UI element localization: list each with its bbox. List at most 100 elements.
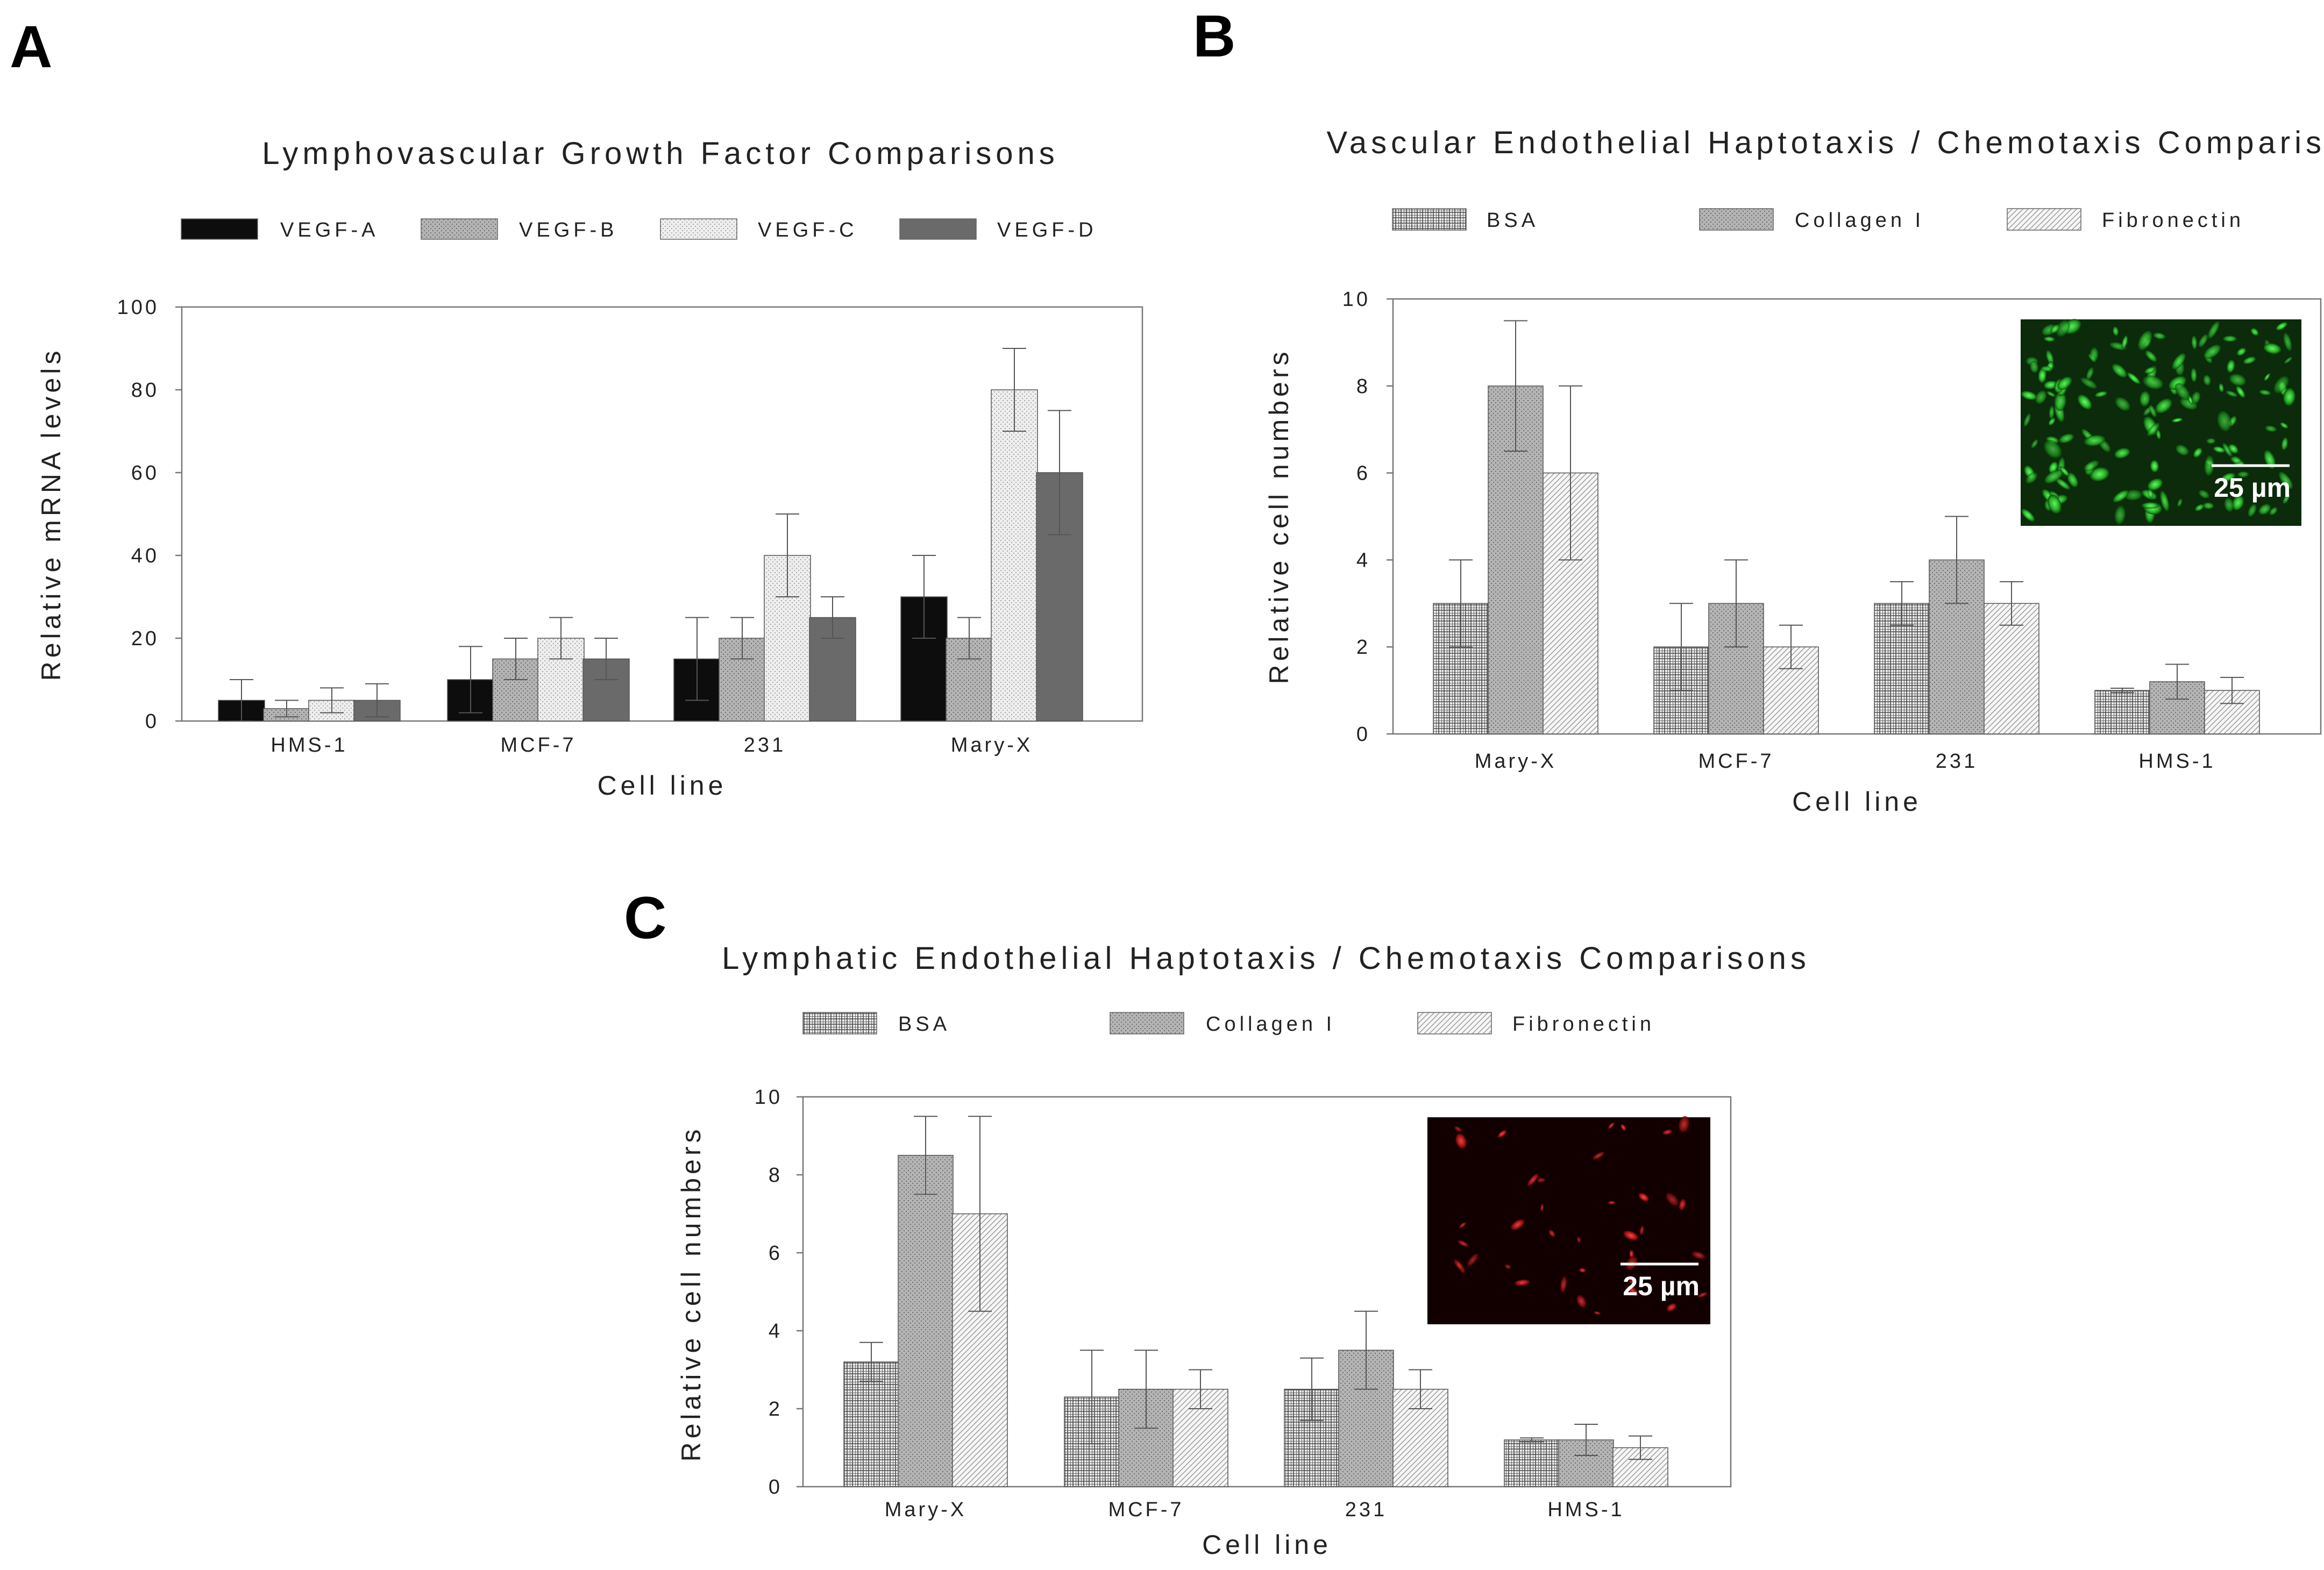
error-bar-b-hms-1-collagen-i [2165, 663, 2189, 700]
error-bar-c-hms-1-fibronectin [1629, 1435, 1652, 1460]
legend-swatch-c-collagen-i [1110, 1012, 1184, 1034]
micrograph-inset-c: 25 µm [1427, 1116, 1710, 1324]
legend-label-a-vegf-b: VEGF-B [519, 219, 617, 241]
bar-c-hms-1-bsa [1504, 1439, 1560, 1487]
x-tick-label-b-hms-1: HMS-1 [2138, 750, 2215, 773]
error-bar-a-hms-1-vegf-c [320, 687, 344, 713]
error-bar-c-mary-x-collagen-i [914, 1116, 937, 1195]
x-tick-label-b-mcf-7: MCF-7 [1698, 750, 1774, 773]
y-tick-label-c: 10 [755, 1086, 783, 1109]
panel-label-a: A [10, 14, 52, 80]
error-bar-b-231-collagen-i [1945, 516, 1968, 604]
legend-swatch-a-vegf-b [421, 218, 498, 240]
y-tick-label-a: 0 [145, 710, 159, 733]
chart-b-title: Vascular Endothelial Haptotaxis / Chemot… [1327, 125, 2324, 160]
bar-a-mary-x-vegf-c [991, 389, 1038, 722]
error-bar-a-mcf-7-vegf-a [459, 646, 482, 713]
chart-b: BSA Collagen I Fibronectin 0 2 4 6 8 10 Mary-X MCF… [1264, 208, 2322, 817]
error-bar-c-hms-1-bsa [1520, 1437, 1544, 1443]
error-bar-a-mary-x-vegf-d [1048, 410, 1071, 536]
error-bar-a-mary-x-vegf-b [957, 617, 981, 660]
chart-a: VEGF-A VEGF-B VEGF-C VEGF-D 0 20 40 60 80 100 HMS-… [36, 218, 1143, 801]
error-bar-b-mcf-7-collagen-i [1724, 559, 1748, 648]
legend-swatch-b-fibronectin [2007, 208, 2081, 231]
y-tick-label-c: 2 [769, 1398, 783, 1421]
error-bar-c-mary-x-fibronectin [968, 1116, 992, 1312]
legend-swatch-c-fibronectin [1417, 1012, 1492, 1034]
micrograph-inset-b: 25 µm [2021, 319, 2301, 526]
x-tick-label-a-mcf-7: MCF-7 [500, 734, 576, 757]
error-bar-a-mcf-7-vegf-b [504, 638, 528, 680]
y-tick-label-a: 40 [131, 545, 159, 567]
error-bar-a-231-vegf-c [776, 513, 799, 597]
chart-c: BSA Collagen I Fibronectin 0 2 4 6 8 10 Mary-X MCF… [676, 1012, 1732, 1560]
legend-label-b-bsa: BSA [1487, 209, 1539, 232]
error-bar-b-mary-x-fibronectin [1559, 385, 1582, 561]
error-bar-b-231-fibronectin [2000, 581, 2023, 626]
error-bar-c-mcf-7-collagen-i [1134, 1350, 1158, 1429]
x-tick-label-a-mary-x: Mary-X [951, 734, 1033, 757]
error-bar-b-mary-x-bsa [1449, 559, 1473, 648]
y-axis-label-a: Relative mRNA levels [36, 347, 66, 681]
legend-label-a-vegf-d: VEGF-D [997, 219, 1097, 241]
error-bar-a-hms-1-vegf-b [275, 700, 299, 718]
y-tick-label-a: 100 [117, 296, 159, 319]
y-tick-label-c: 4 [769, 1320, 783, 1343]
error-bar-a-231-vegf-d [821, 596, 844, 639]
chart-c-title: Lymphatic Endothelial Haptotaxis / Chemo… [722, 941, 1810, 976]
error-bar-c-231-collagen-i [1354, 1310, 1378, 1390]
error-bar-a-hms-1-vegf-a [230, 679, 253, 722]
x-tick-label-b-mary-x: Mary-X [1475, 750, 1557, 773]
error-bar-c-mcf-7-fibronectin [1189, 1369, 1212, 1409]
chart-a-title: Lymphovascular Growth Factor Comparisons [262, 136, 1059, 171]
y-tick-label-c: 6 [769, 1242, 783, 1265]
y-tick-label-b: 10 [1342, 288, 1370, 311]
error-bar-c-231-bsa [1300, 1357, 1324, 1421]
x-tick-label-a-231: 231 [744, 734, 786, 757]
error-bar-c-hms-1-collagen-i [1574, 1424, 1598, 1456]
bar-b-hms-1-bsa [2094, 690, 2150, 734]
legend-swatch-a-vegf-a [181, 218, 258, 240]
x-axis-label-b: Cell line [1792, 787, 1922, 817]
error-bar-b-231-bsa [1890, 581, 1914, 626]
y-tick-label-b: 8 [1356, 375, 1370, 398]
panel-label-c: C [624, 885, 666, 951]
legend-label-b-fibronectin: Fibronectin [2102, 209, 2244, 232]
x-axis-label-a: Cell line [598, 770, 727, 801]
y-tick-label-a: 20 [131, 627, 159, 650]
y-tick-label-c: 0 [769, 1476, 783, 1498]
scale-bar-label-b: 25 µm [2214, 473, 2291, 503]
micrograph-cells-c [1454, 1116, 1708, 1315]
legend-label-c-bsa: BSA [898, 1013, 950, 1036]
plot-frame-a [181, 306, 1143, 722]
x-axis-label-c: Cell line [1202, 1530, 1332, 1560]
x-tick-label-c-231: 231 [1345, 1498, 1387, 1521]
legend-label-a-vegf-a: VEGF-A [280, 219, 379, 241]
legend-swatch-a-vegf-c [660, 218, 737, 240]
error-bar-c-mary-x-bsa [859, 1341, 883, 1382]
x-tick-label-c-mcf-7: MCF-7 [1108, 1498, 1184, 1521]
legend-label-a-vegf-c: VEGF-C [758, 219, 858, 241]
error-bar-b-mary-x-collagen-i [1504, 320, 1527, 452]
legend-label-c-fibronectin: Fibronectin [1512, 1013, 1655, 1036]
x-tick-label-a-hms-1: HMS-1 [271, 734, 347, 757]
y-tick-label-a: 60 [131, 462, 159, 484]
x-tick-label-b-231: 231 [1936, 750, 1978, 773]
panel-label-b: B [1193, 3, 1235, 69]
legend-label-b-collagen-i: Collagen I [1795, 209, 1924, 232]
error-bar-a-mcf-7-vegf-c [549, 617, 573, 660]
y-tick-label-b: 6 [1356, 462, 1370, 485]
y-tick-label-a: 80 [131, 379, 159, 402]
bar-c-mary-x-collagen-i [898, 1155, 954, 1487]
error-bar-b-hms-1-fibronectin [2220, 676, 2244, 704]
y-tick-label-b: 0 [1356, 723, 1370, 746]
error-bar-a-hms-1-vegf-d [365, 683, 389, 718]
error-bar-a-231-vegf-a [685, 617, 709, 701]
error-bar-b-mcf-7-bsa [1669, 603, 1693, 691]
legend-label-c-collagen-i: Collagen I [1206, 1013, 1335, 1036]
error-bar-a-mary-x-vegf-c [1003, 348, 1026, 432]
plot-frame-c [802, 1096, 1732, 1488]
x-tick-label-c-mary-x: Mary-X [885, 1498, 966, 1521]
